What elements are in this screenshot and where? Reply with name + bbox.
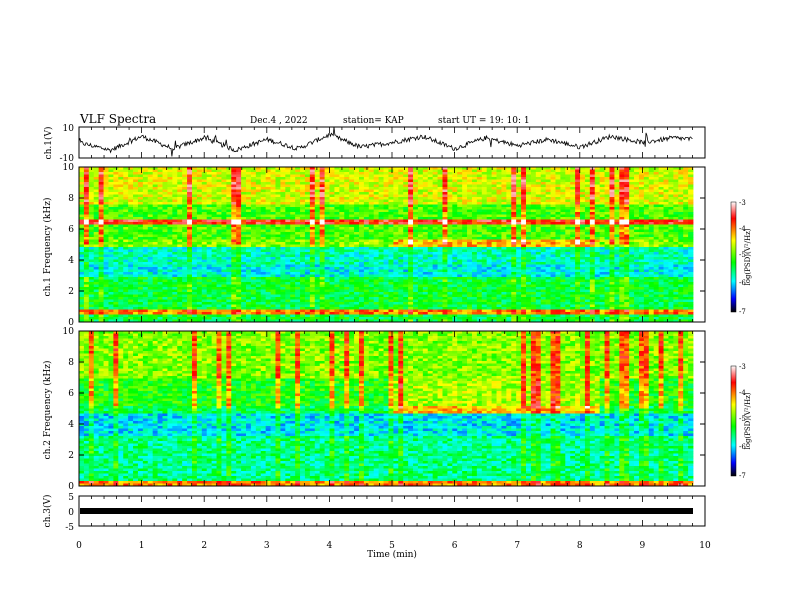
cb2-tick-4: -7	[739, 472, 746, 480]
spec-ytick-label: 10	[63, 163, 75, 173]
x-tick-label: 3	[264, 541, 270, 551]
x-tick-label: 9	[640, 541, 646, 551]
spec-ytick-label: 10	[63, 327, 75, 337]
x-axis-ticks	[78, 127, 706, 526]
header-start-time: start UT = 19: 10: 1	[438, 116, 530, 126]
cb2-tick-2: -5	[739, 415, 746, 423]
x-tick-label: 2	[201, 541, 207, 551]
spec-ytick-label: 0	[68, 318, 74, 328]
ch3-ytick-mid: 0	[68, 508, 74, 518]
ch3-wave-ylabel: ch.3(V)	[42, 495, 53, 528]
ch1-wave-ylabel: ch.1(V)	[43, 127, 54, 160]
spec-ytick-label: 8	[68, 194, 74, 204]
cb1-tick-2: -5	[739, 251, 746, 259]
spec-ytick-label: 4	[68, 420, 74, 430]
cb1-tick-1: -4	[739, 225, 746, 233]
header-station: station= KAP	[343, 116, 404, 126]
x-tick-label: 8	[577, 541, 583, 551]
figure-title: VLF Spectra	[79, 112, 156, 126]
x-tick-label: 0	[76, 541, 82, 551]
x-tick-label: 4	[327, 541, 333, 551]
cb1-label: log(PSD)(V²/Hz)	[744, 228, 752, 285]
ch1-spectrogram-panel: 0 2 4 6 8 10 ch.1 Frequency (kHz)	[42, 163, 706, 328]
ch1-ytick-bottom: -10	[60, 154, 75, 164]
ch1-waveform-panel: 10 -10 ch.1(V)	[43, 124, 706, 164]
cb2-tick-0: -3	[739, 363, 746, 371]
ch1-spec-ylabel: ch.1 Frequency (kHz)	[42, 198, 53, 297]
ch1-ytick-top: 10	[63, 124, 75, 134]
cb1-tick-4: -7	[739, 308, 746, 316]
x-tick-label: 1	[139, 541, 145, 551]
ch2-colorbar: -3 -4 -5 -6 -7 log(PSD)(V²/Hz)	[730, 363, 752, 480]
spec-ytick-label: 6	[68, 225, 74, 235]
ch3-waveform-trace	[80, 508, 693, 514]
ch2-spectrogram-panel: 0 2 4 6 8 10 ch.2 Frequency (kHz)	[42, 327, 706, 492]
ch3-ytick-bottom: -5	[65, 523, 74, 533]
ch1-colorbar: -3 -4 -5 -6 -7 log(PSD)(V²/Hz)	[730, 199, 752, 316]
spec-ytick-label: 0	[68, 482, 74, 492]
spec-ytick-label: 2	[68, 287, 74, 297]
x-axis-tick-labels: 0 1 2 3 4 5 6 7 8 9 10	[76, 541, 711, 551]
cb1-tick-0: -3	[739, 199, 746, 207]
cb2-tick-1: -4	[739, 389, 746, 397]
ch2-spectrogram-heatmap	[79, 331, 694, 487]
x-tick-label: 10	[699, 541, 711, 551]
cb2-tick-3: -6	[739, 443, 746, 451]
spec-ytick-label: 6	[68, 389, 74, 399]
cb2-label: log(PSD)(V²/Hz)	[744, 392, 752, 449]
spec-ytick-label: 4	[68, 256, 74, 266]
spec-ytick-label: 2	[68, 451, 74, 461]
header-date: Dec.4 , 2022	[250, 116, 308, 126]
x-axis-label: Time (min)	[367, 549, 417, 560]
cb1-tick-3: -6	[739, 279, 746, 287]
x-tick-label: 7	[514, 541, 520, 551]
ch1-waveform-line	[78, 126, 693, 157]
ch3-ytick-top: 5	[68, 493, 74, 503]
x-tick-label: 5	[389, 541, 395, 551]
ch1-spectrogram-heatmap	[79, 167, 694, 323]
x-tick-label: 6	[452, 541, 458, 551]
spec-ytick-label: 8	[68, 358, 74, 368]
ch2-spec-ylabel: ch.2 Frequency (kHz)	[42, 361, 53, 460]
